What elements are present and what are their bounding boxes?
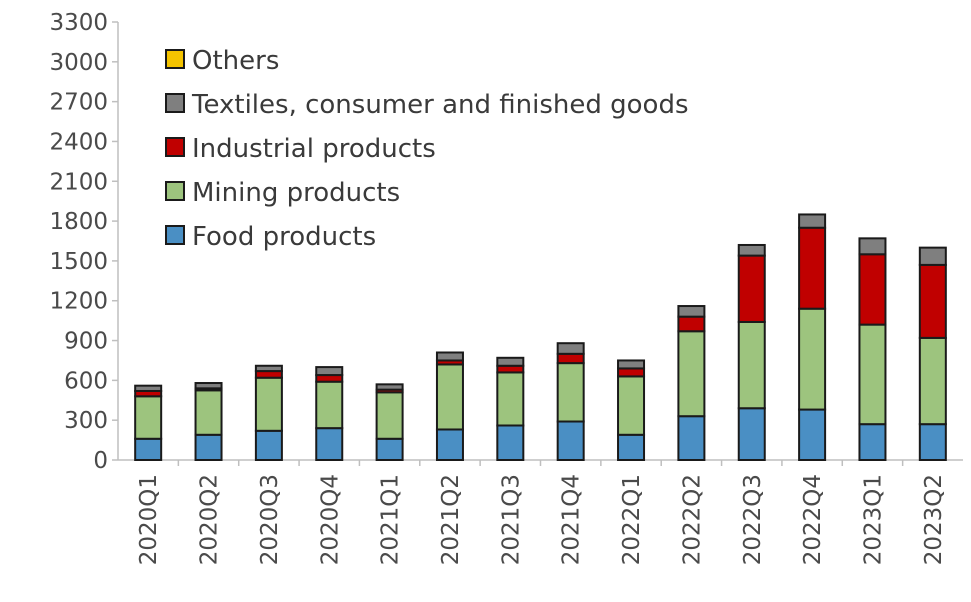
bar-segment [134, 384, 163, 392]
bar-segment [134, 395, 163, 440]
legend-label: Industrial products [192, 134, 436, 164]
bar-segment [315, 366, 344, 377]
bar-segment [134, 437, 163, 462]
y-tick-label: 1800 [49, 209, 108, 235]
bar-segment [435, 428, 464, 461]
bar-segment [375, 383, 404, 391]
x-tick-label: 2021Q2 [438, 474, 464, 565]
x-tick-label: 2023Q2 [921, 474, 947, 565]
bar-segment [194, 382, 223, 390]
bar-segment [315, 380, 344, 430]
x-tick-label: 2020Q1 [136, 474, 162, 565]
bar-segment [798, 307, 827, 411]
legend-label: Mining products [192, 178, 400, 208]
bar-segment [798, 213, 827, 229]
bar-segment [737, 407, 766, 461]
bar-segment [496, 371, 525, 427]
bar-segment [435, 351, 464, 362]
bar-segment [556, 342, 585, 355]
y-tick-label: 300 [64, 408, 108, 434]
bar-segment [375, 391, 404, 440]
bar-segment [375, 437, 404, 462]
legend-label: Food products [192, 222, 376, 252]
y-tick-label: 3000 [49, 50, 108, 76]
bar-segment [858, 423, 887, 461]
legend: Others Textiles, consumer and finished go… [165, 46, 689, 252]
bar-segment [254, 364, 283, 373]
x-tick-label: 2022Q4 [800, 474, 826, 565]
bar-segment [677, 330, 706, 418]
x-axis: 2020Q1 2020Q2 2020Q3 2020Q4 2021Q1 2021Q2 2021… [118, 459, 963, 565]
bar-segment [617, 367, 646, 378]
legend-swatch [165, 93, 185, 113]
bars [134, 213, 947, 462]
bar-segment [677, 315, 706, 333]
x-tick-label: 2020Q4 [317, 474, 343, 565]
x-tick-label: 2022Q3 [740, 474, 766, 565]
bar-segment [315, 427, 344, 461]
x-tick-label: 2021Q3 [498, 474, 524, 565]
x-tick-label: 2022Q1 [619, 474, 645, 565]
x-tick-label: 2020Q3 [257, 474, 283, 565]
bar-segment [677, 305, 706, 318]
y-tick-label: 2700 [49, 90, 108, 116]
legend-swatch [165, 181, 185, 201]
x-tick-label: 2022Q2 [679, 474, 705, 565]
bar-segment [858, 237, 887, 256]
x-tick-label: 2023Q1 [860, 474, 886, 565]
bar-segment [918, 263, 947, 339]
legend-swatch [165, 225, 185, 245]
bar-segment [556, 420, 585, 462]
y-tick-label: 900 [64, 329, 108, 355]
bar-segment [617, 375, 646, 436]
bar-segment [737, 243, 766, 257]
bar-segment [858, 323, 887, 426]
bar-segment [737, 320, 766, 410]
legend-swatch [165, 49, 185, 69]
legend-swatch [165, 137, 185, 157]
bar-segment [194, 433, 223, 462]
bar-segment [435, 363, 464, 431]
y-tick-label: 1500 [49, 249, 108, 275]
bar-segment [617, 433, 646, 462]
legend-label: Others [192, 46, 279, 76]
bar-segment [918, 423, 947, 461]
x-tick-label: 2021Q4 [559, 474, 585, 565]
bar-segment [858, 253, 887, 326]
y-tick-label: 3300 [49, 10, 108, 36]
legend-label: Textiles, consumer and finished goods [191, 90, 689, 120]
y-tick-label: 0 [93, 448, 108, 474]
bar-segment [918, 246, 947, 266]
bar-segment [254, 376, 283, 432]
bar-segment [496, 356, 525, 367]
bar-segment [677, 415, 706, 462]
bar-segment [556, 362, 585, 423]
bar-segment [918, 336, 947, 426]
y-tick-label: 600 [64, 368, 108, 394]
y-axis: 0 300 600 900 1200 1500 1800 2100 2400 2700 3000 33… [49, 10, 119, 474]
bar-segment [737, 254, 766, 323]
x-tick-label: 2021Q1 [378, 474, 404, 565]
y-tick-label: 2400 [49, 129, 108, 155]
bar-segment [798, 226, 827, 310]
y-tick-label: 2100 [49, 169, 108, 195]
bar-segment [556, 352, 585, 365]
x-tick-label: 2020Q2 [197, 474, 223, 565]
bar-segment [617, 359, 646, 370]
bar-segment [496, 424, 525, 461]
bar-segment [254, 429, 283, 461]
bar-segment [194, 389, 223, 436]
bar-segment [798, 408, 827, 461]
y-tick-label: 1200 [49, 289, 108, 315]
